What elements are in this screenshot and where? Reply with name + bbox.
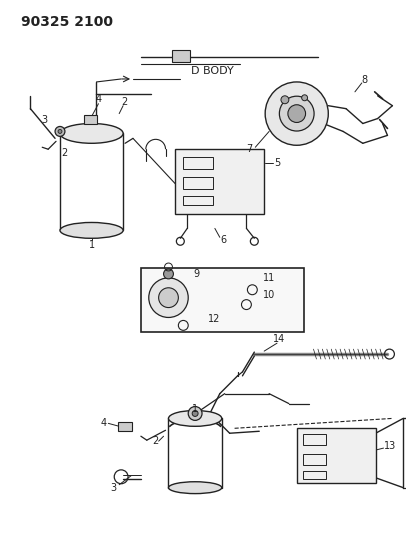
Ellipse shape: [169, 410, 222, 426]
Text: 8: 8: [362, 75, 368, 85]
Circle shape: [192, 410, 198, 416]
Bar: [175, 149, 264, 214]
Text: 11: 11: [263, 273, 275, 283]
Bar: [183, 196, 213, 205]
Text: 4: 4: [100, 418, 106, 429]
Bar: [303, 434, 326, 445]
Text: 90325 2100: 90325 2100: [20, 14, 112, 29]
Bar: [297, 429, 375, 483]
Text: 13: 13: [384, 441, 397, 451]
Text: 3: 3: [110, 483, 116, 492]
Circle shape: [188, 407, 202, 421]
Text: 1: 1: [192, 403, 198, 414]
Text: 14: 14: [273, 334, 285, 344]
Ellipse shape: [169, 482, 222, 494]
Circle shape: [159, 288, 178, 308]
Text: 5: 5: [274, 158, 280, 168]
Text: 10: 10: [263, 290, 275, 300]
Circle shape: [164, 269, 173, 279]
Text: 2: 2: [61, 148, 67, 158]
Text: 2: 2: [153, 436, 159, 446]
Circle shape: [58, 130, 62, 133]
Bar: [118, 422, 132, 431]
Circle shape: [281, 96, 289, 104]
Circle shape: [288, 105, 306, 123]
Bar: [183, 157, 213, 169]
Text: 7: 7: [246, 144, 252, 154]
Circle shape: [149, 278, 188, 318]
Circle shape: [279, 96, 314, 131]
Bar: [173, 50, 190, 62]
Bar: [141, 268, 303, 332]
Bar: [84, 115, 97, 124]
Bar: [303, 454, 326, 465]
Circle shape: [55, 126, 65, 136]
Bar: [183, 177, 213, 189]
Text: 4: 4: [95, 94, 101, 104]
Text: 6: 6: [221, 235, 227, 245]
Text: 9: 9: [193, 269, 199, 279]
Circle shape: [265, 82, 328, 146]
Text: B BODY: B BODY: [256, 311, 298, 321]
Ellipse shape: [60, 124, 123, 143]
Text: 1: 1: [88, 240, 94, 250]
Circle shape: [302, 95, 308, 101]
Text: 2: 2: [121, 96, 127, 107]
Ellipse shape: [60, 222, 123, 238]
Text: 3: 3: [41, 115, 47, 125]
Text: 12: 12: [208, 314, 220, 325]
Text: D BODY: D BODY: [191, 66, 233, 76]
Bar: [303, 471, 326, 479]
